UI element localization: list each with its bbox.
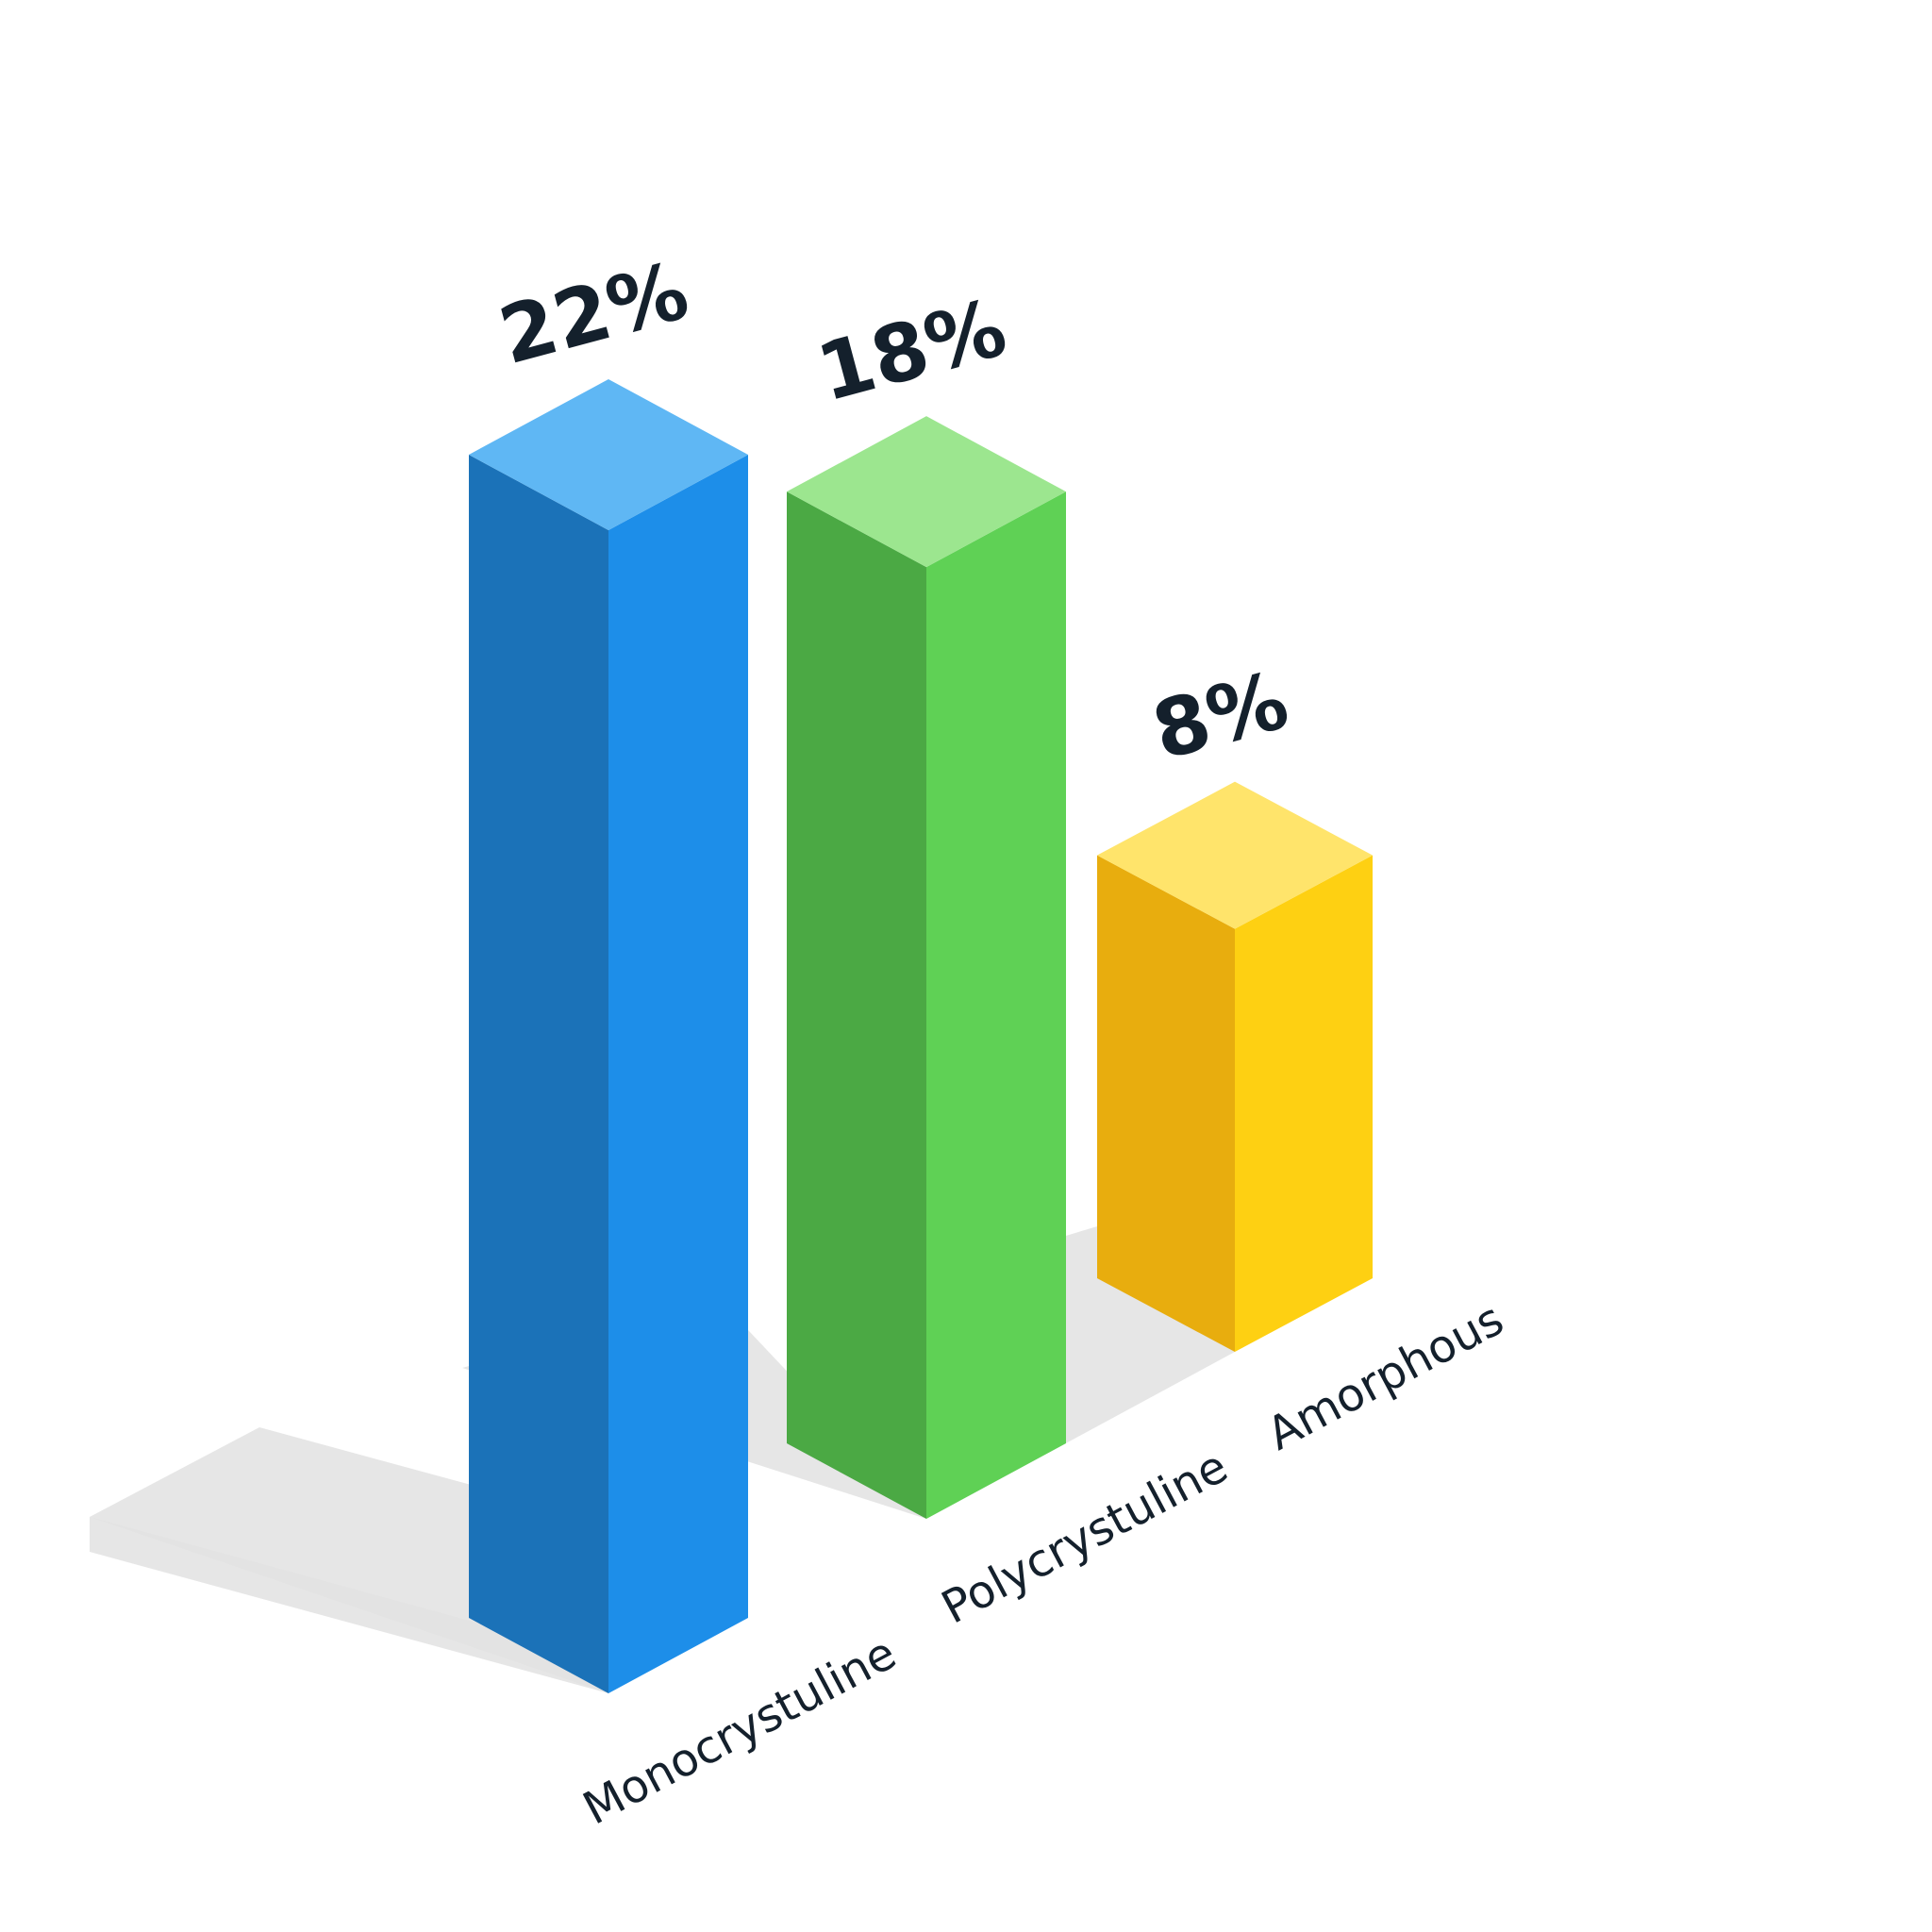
bar-amorphous-right-face xyxy=(1235,855,1373,1352)
bar-monocrystuline xyxy=(469,379,748,1693)
bar-polycrystuline-right-face xyxy=(926,491,1066,1519)
bar-polycrystuline-left-face xyxy=(787,491,926,1519)
bar-monocrystuline-right-face xyxy=(608,455,748,1693)
bar-polycrystuline-top-face xyxy=(787,416,1066,568)
value-label-amorphous: 8% xyxy=(1143,654,1297,778)
value-label-polycrystuline: 18% xyxy=(808,281,1016,420)
bar-monocrystuline-left-face xyxy=(469,455,608,1693)
floor-shadow-monocrystuline-edge xyxy=(90,1517,608,1693)
value-label-monocrystuline: 22% xyxy=(491,244,698,383)
bar-amorphous-top-face xyxy=(1097,781,1373,929)
bar-amorphous xyxy=(1097,781,1373,1352)
bar-amorphous-left-face xyxy=(1097,855,1235,1352)
bar-polycrystuline xyxy=(787,416,1066,1519)
bar-layer xyxy=(469,379,1373,1693)
value-label-layer: 22% 18% 8% xyxy=(491,244,1297,778)
bar-monocrystuline-top-face xyxy=(469,379,748,530)
